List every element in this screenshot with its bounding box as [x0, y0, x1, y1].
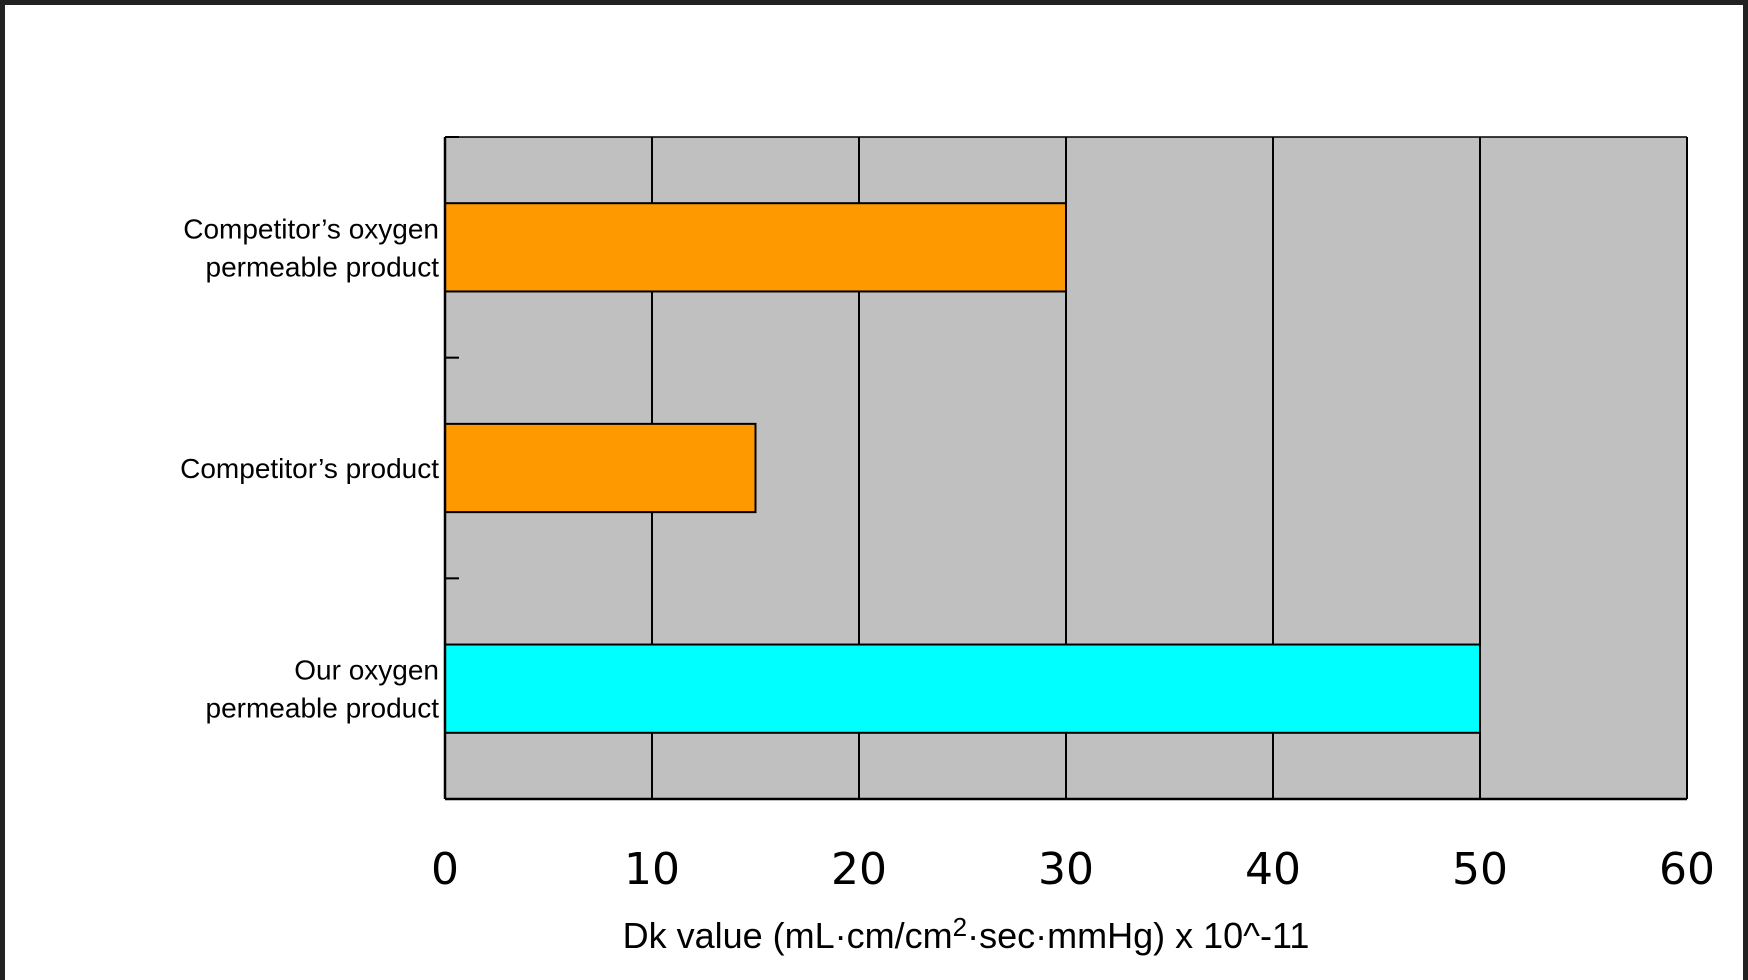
- x-tick-label-1: 10: [624, 844, 680, 895]
- bar-2: [444, 643, 1481, 734]
- x-axis-title: Dk value (mL·cm/cm2·sec·mmHg) x 10^-11: [623, 912, 1310, 956]
- x-tick-label-0: 0: [431, 844, 459, 895]
- x-tick-label-5: 50: [1452, 844, 1508, 895]
- bars: [444, 202, 1481, 734]
- x-tick-label-3: 30: [1038, 844, 1094, 895]
- x-tick-labels: 0 10 20 30 40 50 60: [431, 844, 1715, 895]
- category-label-2-line-0: Our oxygen: [294, 655, 439, 686]
- bar-1: [444, 422, 757, 514]
- x-axis-title-post: ·sec·mmHg) x 10^-11: [967, 915, 1309, 956]
- category-label-1: Competitor’s product: [180, 453, 439, 484]
- x-tick-label-2: 20: [831, 844, 887, 895]
- category-label-0: Competitor’s oxygen permeable product: [183, 213, 439, 282]
- category-label-0-line-0: Competitor’s oxygen: [183, 213, 439, 244]
- category-label-0-line-1: permeable product: [206, 251, 440, 282]
- x-axis-title-pre: Dk value (mL·cm/cm: [623, 915, 953, 956]
- x-axis-title-sup: 2: [953, 912, 967, 942]
- x-tick-label-4: 40: [1245, 844, 1301, 895]
- category-labels: Competitor’s oxygen permeable productComp…: [180, 213, 439, 723]
- axes: [443, 136, 1687, 801]
- category-label-2-line-1: permeable product: [206, 693, 440, 724]
- category-label-1-line-0: Competitor’s product: [180, 453, 439, 484]
- category-label-2: Our oxygen permeable product: [206, 655, 440, 724]
- x-tick-label-6: 60: [1659, 844, 1715, 895]
- bar-0: [444, 202, 1067, 293]
